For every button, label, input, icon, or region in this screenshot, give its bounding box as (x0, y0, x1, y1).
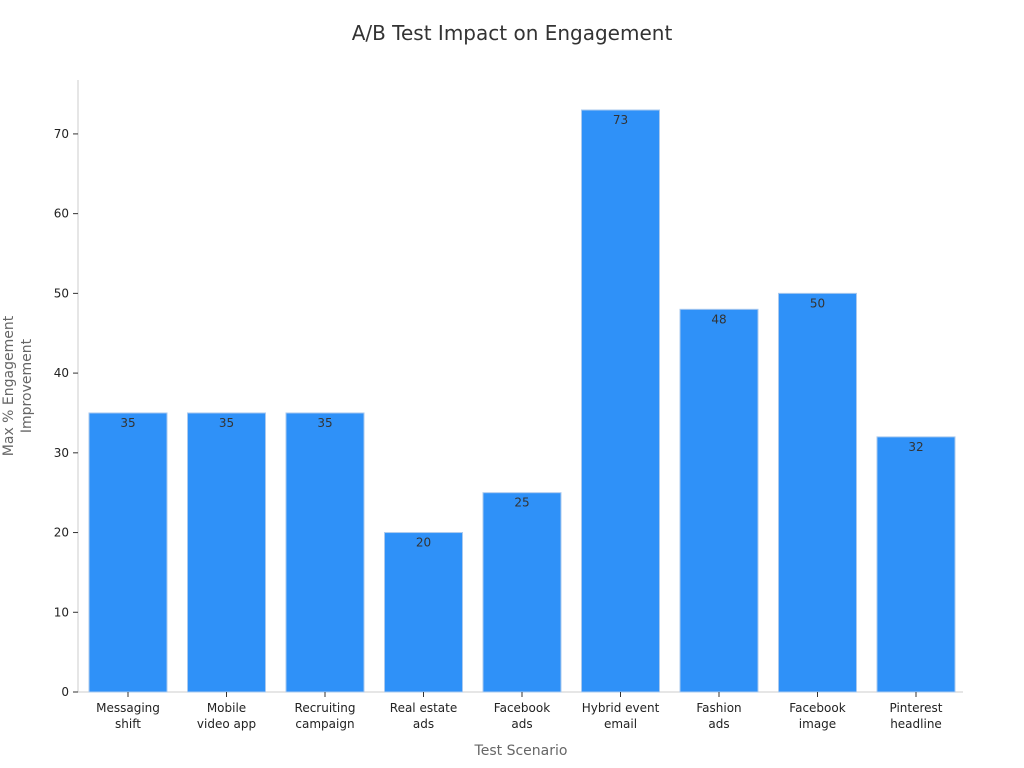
x-tick-label: Real estate (390, 701, 457, 715)
y-axis-title-line: Improvement (19, 338, 35, 433)
y-tick-label: 0 (61, 685, 69, 699)
bar (679, 308, 759, 693)
x-tick-label: Fashion (696, 701, 741, 715)
bar (384, 532, 463, 693)
data-label: 48 (711, 312, 726, 326)
y-tick-label: 20 (54, 526, 69, 540)
x-tick-label: headline (890, 717, 942, 731)
data-label: 20 (416, 536, 431, 550)
x-ticks: Messaging shift Mobile video app Recruiting c… (96, 692, 943, 731)
y-tick-label: 60 (54, 207, 69, 221)
bar (778, 292, 857, 693)
y-tick-label: 10 (54, 605, 69, 619)
y-tick-label: 50 (54, 286, 69, 300)
data-label: 50 (810, 296, 825, 310)
x-tick-label: Mobile (207, 701, 246, 715)
x-tick-label: shift (115, 717, 141, 731)
x-tick-label: campaign (295, 717, 354, 731)
x-tick-label: ads (708, 717, 729, 731)
x-tick-label: email (604, 717, 637, 731)
bar (876, 436, 956, 693)
bar (482, 492, 562, 693)
x-tick-label: Facebook (789, 701, 845, 715)
bar (88, 412, 168, 693)
bar (187, 412, 266, 693)
bars (88, 109, 956, 693)
x-tick-label: ads (511, 717, 532, 731)
data-labels: 35 35 35 20 25 73 48 50 32 (120, 113, 923, 550)
y-ticks: 0 10 20 30 40 50 60 70 (54, 127, 78, 699)
x-tick-label: Hybrid event (582, 701, 660, 715)
x-tick-label: Pinterest (889, 701, 942, 715)
chart-title: A/B Test Impact on Engagement (352, 21, 673, 45)
y-tick-label: 70 (54, 127, 69, 141)
x-tick-label: video app (197, 717, 256, 731)
x-axis-title: Test Scenario (474, 743, 568, 759)
y-axis-title: Max % Engagement Improvement (1, 315, 35, 456)
bar (581, 109, 660, 693)
x-tick-label: ads (413, 717, 434, 731)
data-label: 35 (120, 416, 135, 430)
x-tick-label: Messaging (96, 701, 160, 715)
data-label: 73 (613, 113, 628, 127)
data-label: 25 (514, 496, 529, 510)
bar (285, 412, 365, 693)
y-tick-label: 30 (54, 446, 69, 460)
x-tick-label: Facebook (494, 701, 550, 715)
y-axis-title-line: Max % Engagement (1, 315, 17, 456)
data-label: 35 (317, 416, 332, 430)
y-tick-label: 40 (54, 366, 69, 380)
data-label: 35 (219, 416, 234, 430)
x-tick-label: image (799, 717, 836, 731)
x-tick-label: Recruiting (295, 701, 356, 715)
data-label: 32 (908, 440, 923, 454)
